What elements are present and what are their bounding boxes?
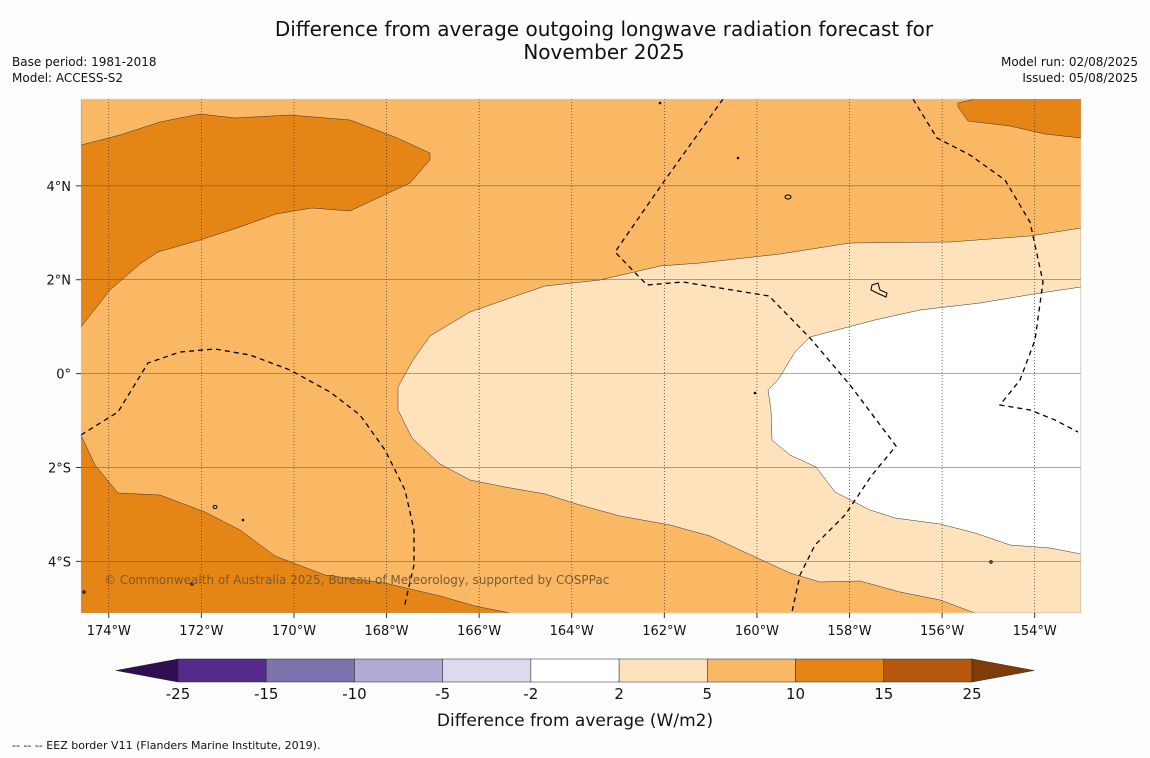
longitude-labels: 174°W 172°W 170°W 168°W 166°W 164°W 162°W 160°W… — [87, 613, 1057, 639]
colorbar-tick-label: -10 — [342, 685, 367, 703]
map-title: Difference from average outgoing longwav… — [0, 18, 1150, 64]
colorbar — [115, 658, 1035, 683]
colorbar-segment — [442, 658, 532, 683]
lon-tick-label: 154°W — [1013, 624, 1057, 639]
colorbar-label: Difference from average (W/m2) — [437, 711, 713, 731]
field-10-15-north — [81, 99, 431, 328]
colorbar-tick-label: -15 — [254, 685, 279, 703]
model-run: Model run: 02/08/2025 — [1000, 55, 1138, 69]
field-10-15-northeast — [957, 99, 1081, 139]
lon-tick-label: 158°W — [827, 624, 871, 639]
lon-tick-label: 162°W — [642, 624, 686, 639]
lon-tick-label: 168°W — [364, 624, 408, 639]
colorbar-tick-label: -2 — [523, 685, 538, 703]
colorbar-segment — [707, 658, 796, 683]
colorbar-ticks: -25 -15 -10 -5 -2 2 5 10 15 25 — [166, 685, 982, 703]
issued-date: Issued: 05/08/2025 — [1022, 71, 1138, 85]
islands — [82, 101, 993, 594]
contour-fields: © Commonwealth of Australia 2025, Bureau… — [81, 99, 1081, 613]
lon-tick-label: 160°W — [735, 624, 779, 639]
title-line-1: Difference from average outgoing longwav… — [274, 17, 934, 41]
lon-tick-label: 170°W — [272, 624, 316, 639]
colorbar-segment — [795, 658, 885, 683]
title-line-2: November 2025 — [523, 40, 685, 64]
eez-borders — [81, 99, 1079, 613]
colorbar-segment — [530, 658, 620, 683]
map-frame — [80, 98, 1082, 614]
colorbar-tick-label: -5 — [435, 685, 450, 703]
field-10-15-south — [81, 434, 511, 613]
colorbar-tick-label: 10 — [786, 685, 805, 703]
eez-footnote: -- -- -- EEZ border V11 (Flanders Marine… — [12, 739, 321, 752]
colorbar-tick-label: 5 — [703, 685, 713, 703]
copyright-text: © Commonwealth of Australia 2025, Bureau… — [104, 573, 609, 587]
latitude-lines — [81, 185, 1081, 562]
lat-tick-label: 4°S — [48, 555, 71, 570]
lon-tick-label: 174°W — [87, 624, 131, 639]
colorbar-extend-high — [971, 658, 1035, 683]
lon-tick-label: 156°W — [920, 624, 964, 639]
base-period: Base period: 1981-2018 — [12, 55, 157, 69]
lat-tick-label: 2°S — [48, 461, 71, 476]
colorbar-segment — [618, 658, 708, 683]
latitude-labels: 4°N 2°N 0° 2°S 4°S — [47, 180, 81, 570]
meta-left: Base period: 1981-2018 Model: ACCESS-S2 — [12, 54, 157, 86]
lat-tick-label: 2°N — [47, 274, 72, 289]
model-name: Model: ACCESS-S2 — [12, 71, 124, 85]
colorbar-tick-label: 2 — [614, 685, 624, 703]
colorbar-segment — [177, 658, 267, 683]
lon-tick-label: 166°W — [457, 624, 501, 639]
colorbar-extend-low — [115, 658, 179, 683]
meta-right: Model run: 02/08/2025 Issued: 05/08/2025 — [1001, 54, 1138, 86]
colorbar-tick-label: -25 — [166, 685, 191, 703]
lat-tick-label: 4°N — [47, 180, 72, 195]
lon-tick-label: 164°W — [550, 624, 594, 639]
lon-tick-label: 172°W — [179, 624, 223, 639]
field-neutral — [767, 286, 1081, 555]
colorbar-tick-label: 25 — [962, 685, 981, 703]
colorbar-tick-label: 15 — [874, 685, 893, 703]
colorbar-segment — [354, 658, 443, 683]
colorbar-segment — [883, 658, 973, 683]
colorbar-segment — [265, 658, 355, 683]
lat-tick-label: 0° — [56, 368, 71, 383]
